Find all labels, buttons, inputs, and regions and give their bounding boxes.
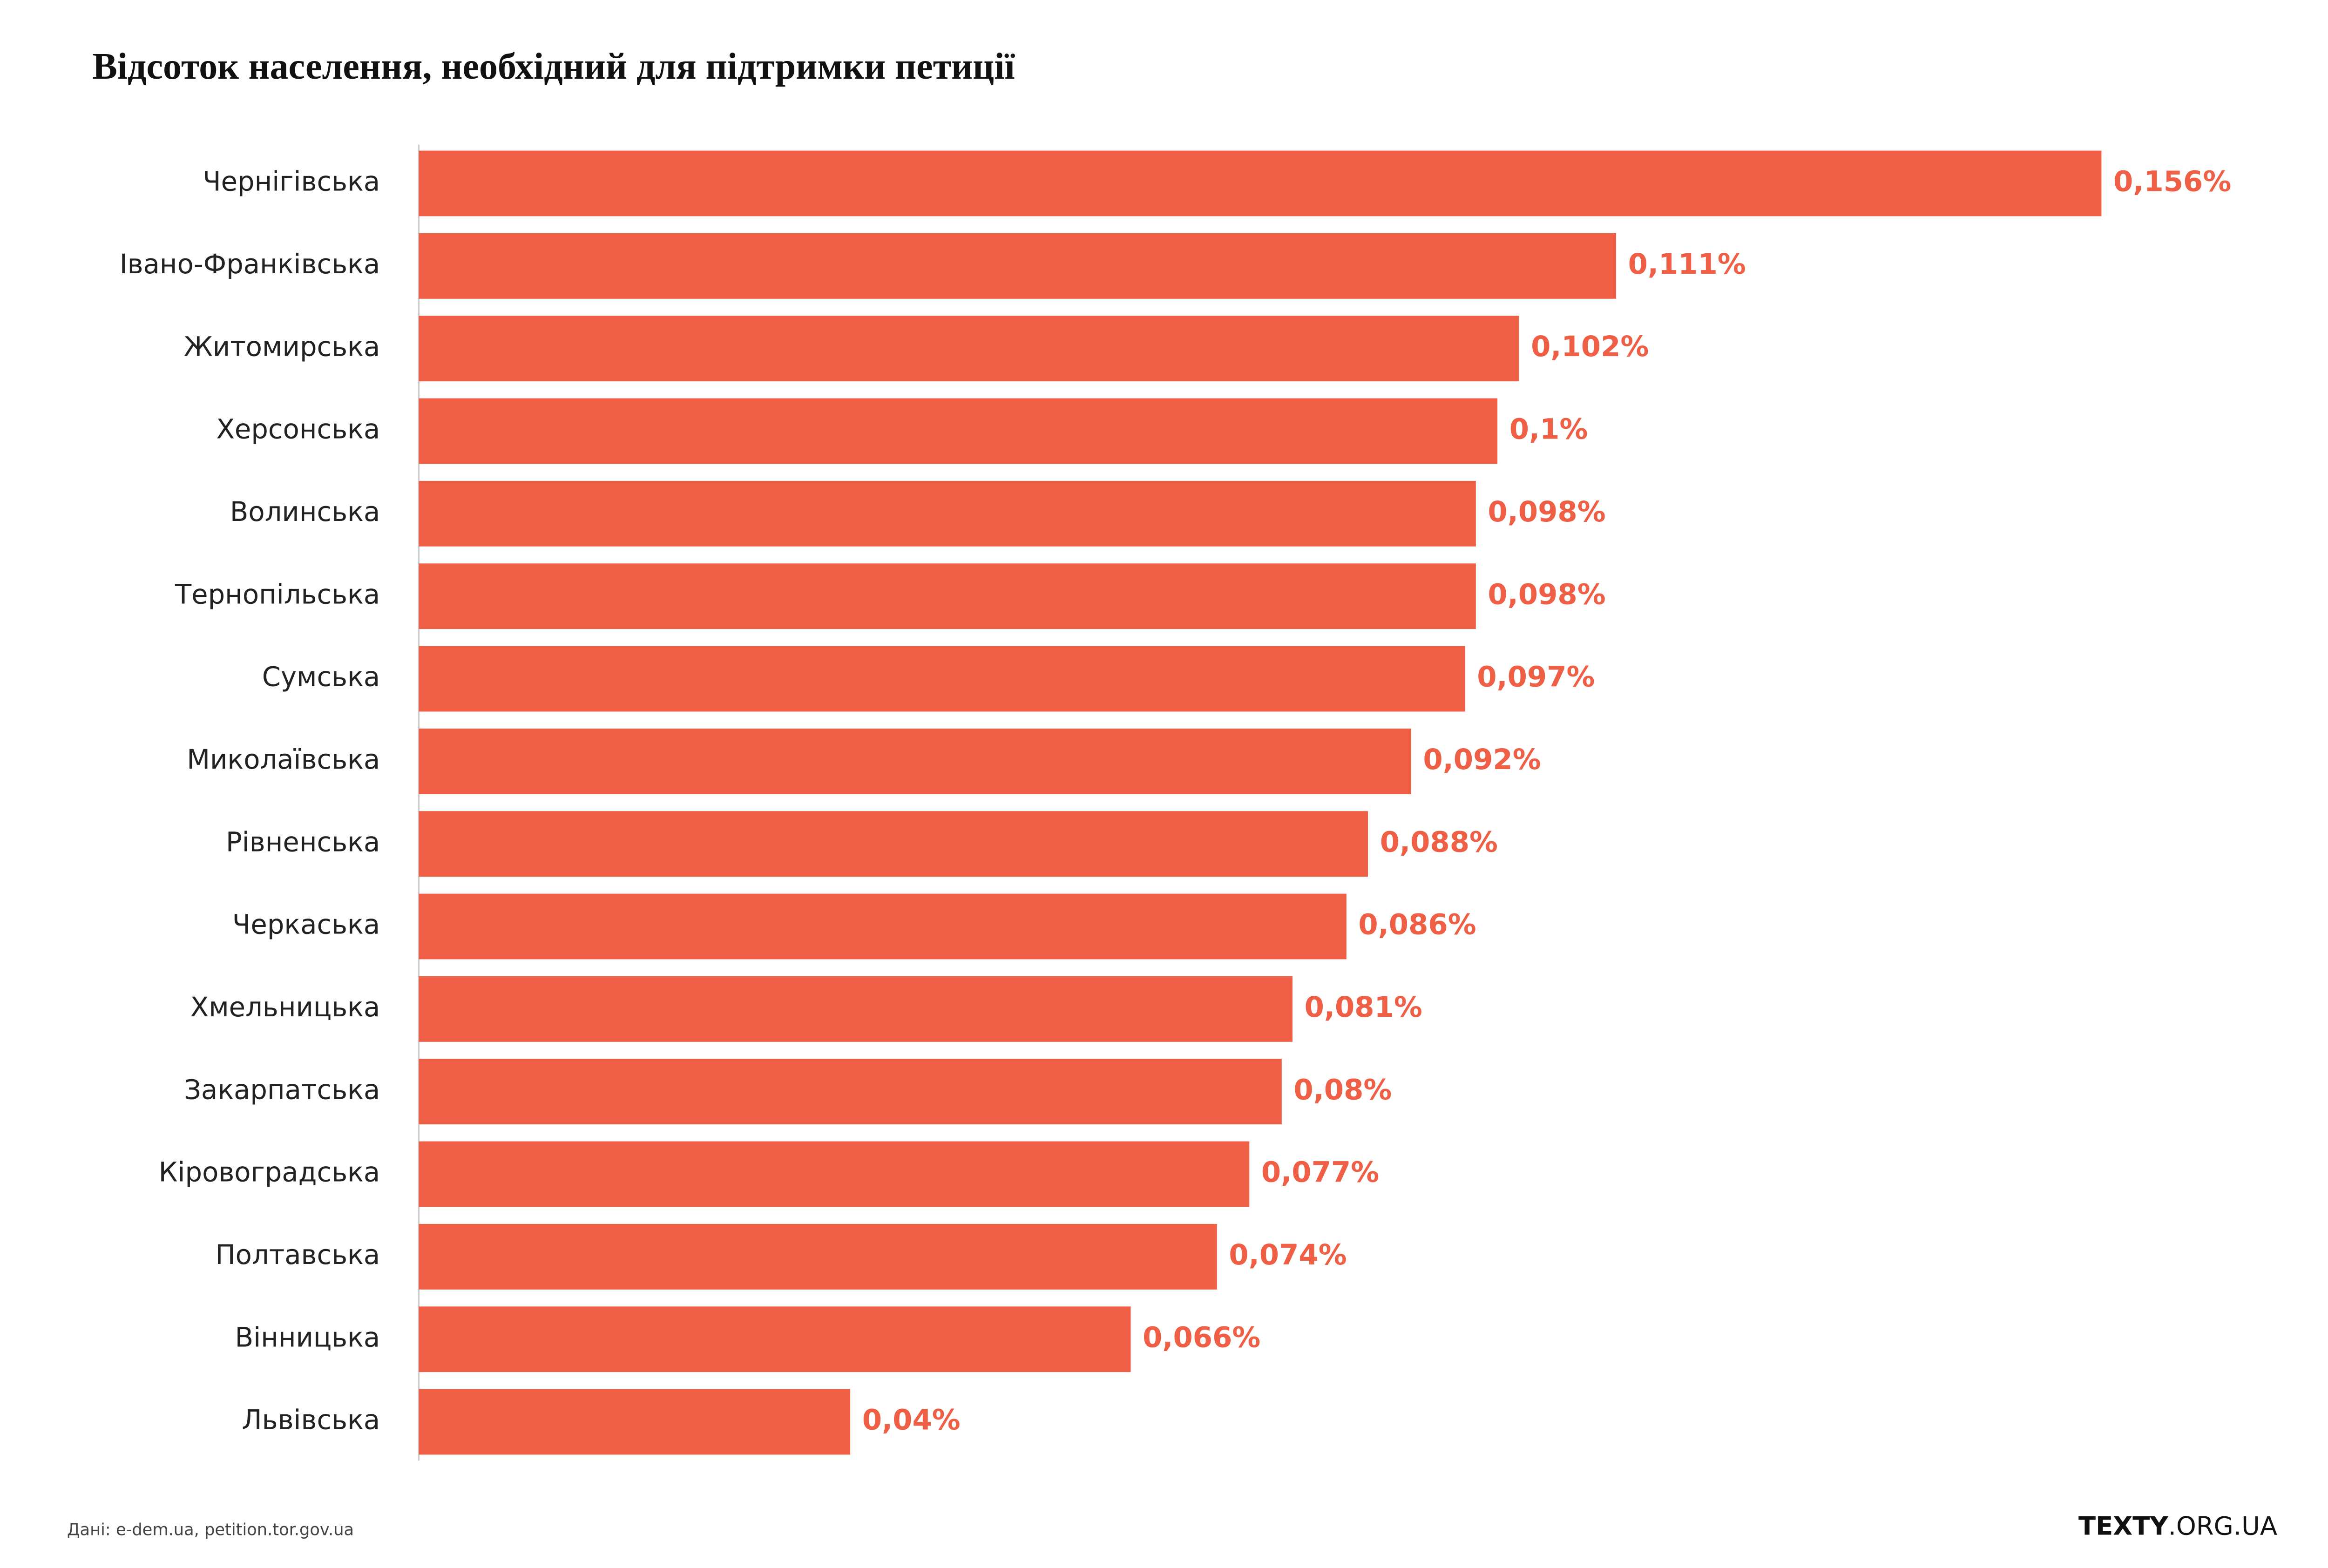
value-label: 0,088% [1380,826,1498,858]
bar [419,893,1347,960]
y-tick-label: Сумська [262,662,380,693]
value-label: 0,097% [1477,661,1595,694]
y-tick-label: Миколаївська [187,744,380,775]
y-tick-label: Чернігівська [203,166,380,197]
y-tick-label: Хмельницька [190,992,380,1023]
value-label: 0,066% [1143,1321,1260,1354]
chart-title: Відсоток населення, необхідний для підтр… [92,46,1015,87]
y-tick-label: Кіровоградська [159,1157,380,1188]
bar [419,1141,1250,1207]
value-label: 0,086% [1358,909,1476,941]
logo-rest: .ORG.UA [2168,1511,2277,1541]
bar [419,150,2102,216]
bar [419,1223,1217,1290]
value-label: 0,1% [1509,413,1588,446]
logo: TEXTY.ORG.UA [2078,1511,2277,1541]
value-label: 0,08% [1293,1074,1392,1106]
y-tick-label: Волинська [230,496,380,527]
source: Дані: e-dem.ua, petition.tor.gov.ua [67,1521,354,1540]
y-tick-label: Рівненська [226,826,380,858]
value-label: 0,074% [1229,1239,1347,1271]
y-tick-label: Закарпатська [184,1074,380,1105]
bar [419,1389,851,1455]
y-tick-label: Львівська [242,1405,380,1436]
value-label: 0,156% [2113,166,2231,198]
y-tick-label: Вінницька [235,1322,380,1353]
value-label: 0,04% [862,1404,961,1437]
bar [419,398,1498,464]
bar [419,563,1476,629]
y-tick-label: Херсонська [216,414,380,445]
y-tick-label: Івано-Франківська [120,249,380,280]
value-label: 0,111% [1628,248,1746,281]
bar [419,976,1293,1042]
bar [419,1059,1282,1125]
y-tick-label: Черкаська [232,909,380,940]
logo-bold: TEXTY [2078,1511,2168,1541]
value-label: 0,081% [1305,991,1422,1024]
bar [419,233,1616,299]
bar [419,1306,1131,1372]
bar [419,728,1411,794]
value-label: 0,098% [1488,496,1605,528]
value-label: 0,077% [1261,1156,1379,1189]
value-label: 0,098% [1488,578,1605,611]
bar [419,316,1519,382]
y-tick-label: Тернопільська [175,579,380,610]
y-tick-label: Житомирська [184,331,380,362]
bar [419,811,1368,877]
bar [419,646,1465,712]
y-tick-label: Полтавська [215,1239,380,1271]
bar [419,480,1476,547]
value-label: 0,102% [1531,331,1649,363]
value-label: 0,092% [1423,743,1541,776]
